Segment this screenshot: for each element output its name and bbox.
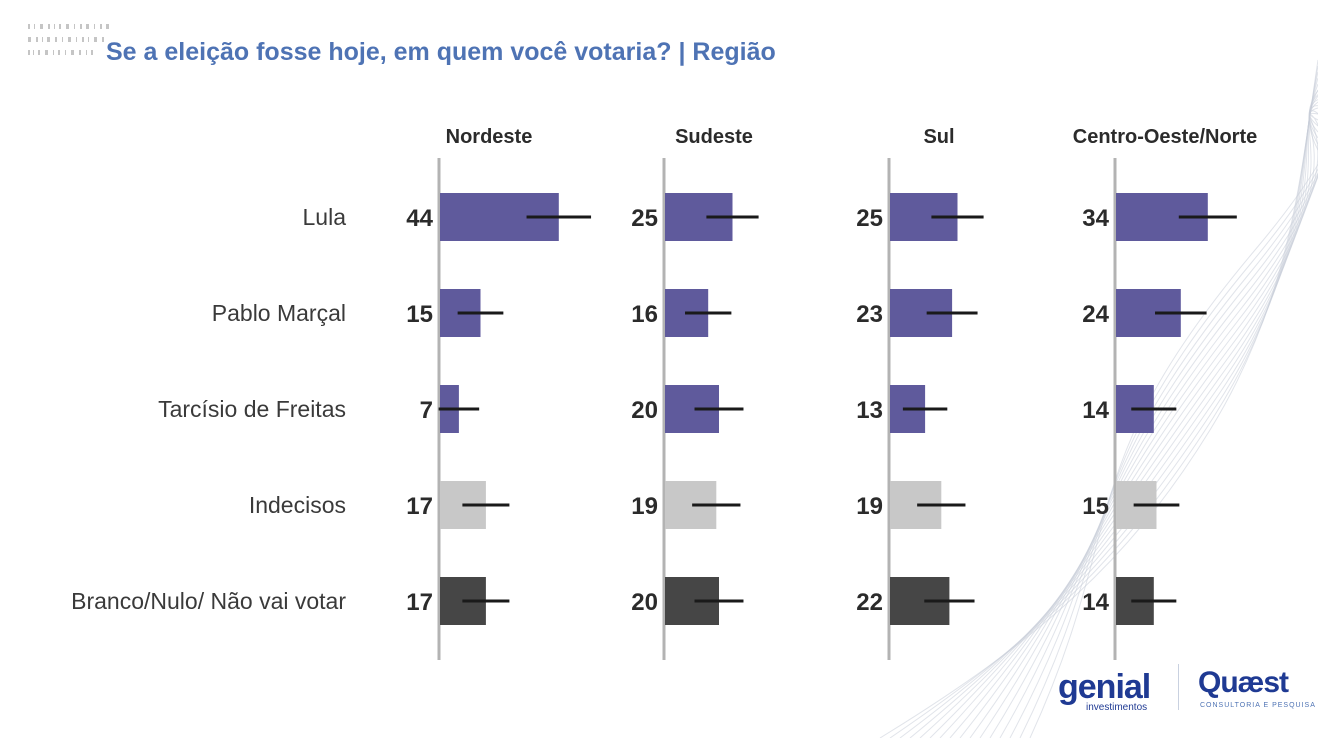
value-label: 20 (631, 589, 658, 616)
genial-logo-subtitle: investimentos (1086, 702, 1148, 713)
value-label: 34 (1082, 205, 1109, 232)
wave-line (1019, 94, 1318, 738)
wave-line (919, 83, 1318, 738)
category-label-indecisos: Indecisos (249, 492, 346, 518)
category-label-branco-nulo-nao-vai-votar: Branco/Nulo/ Não vai votar (71, 588, 346, 614)
value-label: 19 (631, 493, 658, 520)
category-label-tarcisio-de-freitas: Tarcísio de Freitas (158, 396, 346, 422)
wave-line (1029, 89, 1318, 738)
value-label: 14 (1082, 589, 1109, 616)
region-header-sul: Sul (923, 126, 954, 148)
value-label: 14 (1082, 397, 1109, 424)
wave-line (939, 95, 1318, 738)
wave-line (959, 107, 1318, 738)
category-label-pablo-marcal: Pablo Marçal (212, 300, 346, 326)
category-label-lula: Lula (303, 204, 347, 230)
genial-logo: genial (1058, 668, 1151, 706)
page-title: Se a eleição fosse hoje, em quem você vo… (106, 38, 776, 66)
region-header-nordeste: Nordeste (446, 126, 533, 148)
value-label: 20 (631, 397, 658, 424)
value-label: 15 (406, 301, 433, 328)
value-label: 17 (406, 589, 433, 616)
value-label: 25 (856, 205, 883, 232)
wave-line (1009, 99, 1318, 738)
region-header-centro-oeste-norte: Centro-Oeste/Norte (1073, 126, 1257, 148)
logo-divider (1178, 664, 1179, 710)
value-label: 25 (631, 205, 658, 232)
region-header-sudeste: Sudeste (675, 126, 753, 148)
value-label: 23 (856, 301, 883, 328)
value-label: 19 (856, 493, 883, 520)
value-label: 15 (1082, 493, 1109, 520)
value-label: 17 (406, 493, 433, 520)
barcode-decoration (28, 24, 109, 55)
wave-line (999, 105, 1318, 738)
wave-line (949, 101, 1318, 738)
wave-line (989, 110, 1318, 738)
quaest-logo-subtitle: CONSULTORIA E PESQUISA (1200, 702, 1316, 709)
wave-line (979, 113, 1318, 738)
value-label: 7 (420, 397, 433, 424)
value-label: 16 (631, 301, 658, 328)
value-label: 44 (406, 205, 433, 232)
value-label: 24 (1082, 301, 1109, 328)
value-label: 13 (856, 397, 883, 424)
quaest-logo: Quæst (1198, 666, 1289, 699)
value-label: 22 (856, 589, 883, 616)
wave-line (929, 89, 1318, 738)
